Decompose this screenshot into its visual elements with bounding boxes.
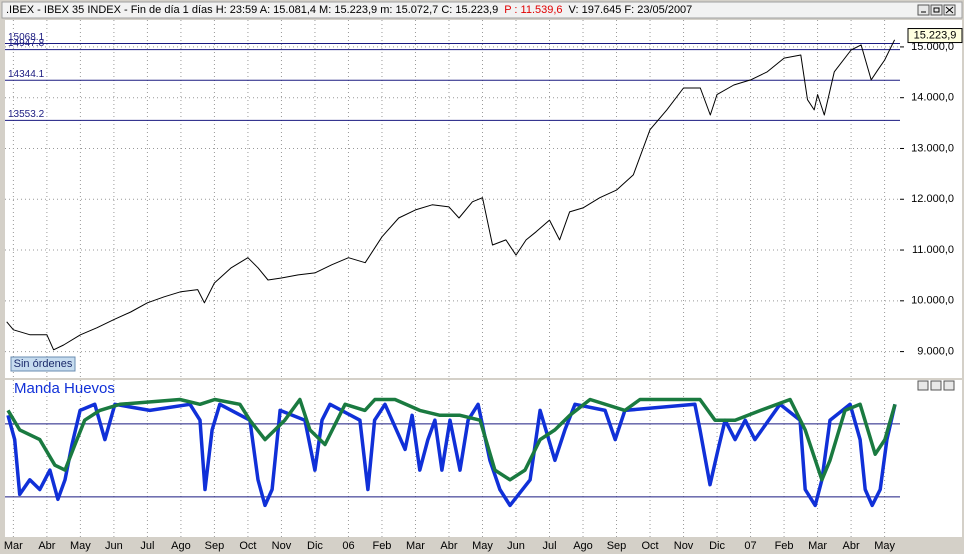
level-label: 13553.2	[8, 109, 45, 120]
y-tick-label: 9.000,0	[917, 346, 954, 358]
level-label: 15068.1	[8, 32, 45, 43]
x-tick-label: May	[70, 540, 91, 552]
last-price-box	[907, 28, 963, 44]
indicator-line	[6, 397, 897, 482]
header-text: P : 11.539,6	[504, 4, 562, 16]
x-tick-label: Jun	[507, 540, 525, 552]
y-tick-label: 14.000,0	[911, 92, 954, 104]
x-tick-label: May	[874, 540, 895, 552]
chart-layer: Mar Abr May Jun Jul Ago Sep Oct Nov Dic 06 Feb Mar Ab…	[4, 20, 963, 552]
x-tick-label: Abr	[843, 540, 860, 552]
x-tick-label: Abr	[440, 540, 457, 552]
indicator-title: Manda Huevos	[14, 380, 115, 397]
x-tick-label: Feb	[775, 540, 794, 552]
x-tick-label: Nov	[674, 540, 694, 552]
window-buttons[interactable]	[917, 380, 955, 391]
header-text: .IBEX - IBEX 35 INDEX - Fin de día 1 día…	[6, 4, 498, 16]
x-tick-label: Dic	[709, 540, 725, 552]
x-tick-label: Nov	[272, 540, 292, 552]
y-tick-label: 10.000,0	[911, 295, 954, 307]
x-tick-label: 07	[744, 540, 756, 552]
x-tick-label: Mar	[808, 540, 827, 552]
x-tick-label: Jul	[542, 540, 556, 552]
y-tick-label: 12.000,0	[911, 193, 954, 205]
header-bar	[1, 1, 963, 19]
window-buttons[interactable]	[917, 4, 956, 16]
x-tick-label: Mar	[406, 540, 425, 552]
x-tick-label: Jul	[140, 540, 154, 552]
x-tick-label: Oct	[641, 540, 658, 552]
x-tick-label: May	[472, 540, 493, 552]
x-tick-label: Dic	[307, 540, 323, 552]
x-tick-label: Sep	[607, 540, 627, 552]
level-label: 14947.8	[8, 38, 45, 49]
level-label: 14344.1	[8, 69, 45, 80]
header-text: V: 197.645 F: 23/05/2007	[569, 4, 693, 16]
orders-button-label[interactable]: Sin órdenes	[14, 358, 73, 370]
last-price-label: 15.223,9	[914, 29, 957, 41]
price-axis	[900, 20, 962, 378]
x-tick-label: Mar	[4, 540, 23, 552]
x-tick-label: Ago	[171, 540, 191, 552]
x-tick-label: Abr	[38, 540, 55, 552]
orders-button[interactable]	[10, 356, 76, 372]
x-tick-label: 06	[342, 540, 354, 552]
x-tick-label: Oct	[239, 540, 256, 552]
x-tick-label: Feb	[372, 540, 391, 552]
y-tick-label: 13.000,0	[911, 142, 954, 154]
x-tick-label: Ago	[573, 540, 593, 552]
price-line	[6, 39, 896, 351]
y-tick-label: 11.000,0	[912, 244, 954, 256]
y-tick-label: 15.000,0	[911, 41, 954, 53]
x-tick-label: Jun	[105, 540, 123, 552]
x-tick-label: Sep	[205, 540, 225, 552]
